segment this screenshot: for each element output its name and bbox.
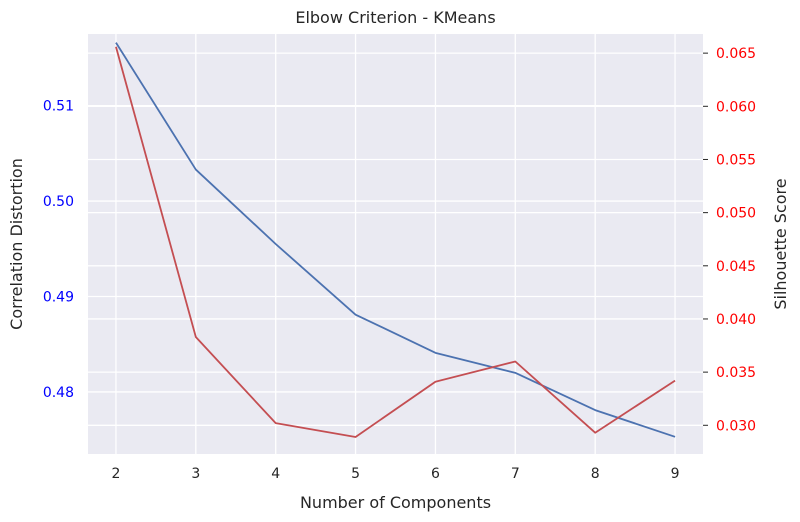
chart-title: Elbow Criterion - KMeans bbox=[295, 8, 495, 27]
right-y-tick-label: 0.065 bbox=[716, 46, 756, 62]
right-y-tick-label: 0.050 bbox=[716, 206, 756, 222]
x-tick-label: 3 bbox=[191, 466, 200, 482]
left-y-tick-label: 0.50 bbox=[43, 194, 74, 210]
left-y-tick-label: 0.51 bbox=[43, 99, 74, 115]
right-y-axis-label: Silhouette Score bbox=[771, 178, 790, 309]
grid bbox=[88, 34, 703, 454]
right-y-tick-label: 0.040 bbox=[716, 312, 756, 328]
x-tick-label: 8 bbox=[591, 466, 600, 482]
left-y-tick-label: 0.48 bbox=[43, 385, 74, 401]
x-tick-label: 7 bbox=[511, 466, 520, 482]
x-tick-label: 5 bbox=[351, 466, 360, 482]
left-y-axis-label: Correlation Distortion bbox=[7, 158, 26, 330]
x-tick-label: 6 bbox=[431, 466, 440, 482]
left-y-tick-label: 0.49 bbox=[43, 290, 74, 306]
right-y-tick-label: 0.055 bbox=[716, 152, 756, 168]
series-lines bbox=[115, 42, 676, 438]
right-y-tick-label: 0.060 bbox=[716, 99, 756, 115]
right-y-tick-label: 0.030 bbox=[716, 418, 756, 434]
ticks: 2 3 4 5 6 7 8 9 0.48 0.49 0.50 0.51 0.030 0.035 0.040 0… bbox=[43, 46, 756, 482]
x-axis-label: Number of Components bbox=[300, 493, 491, 512]
silhouette-score-line bbox=[115, 46, 676, 438]
plot-area bbox=[88, 34, 703, 454]
right-y-tick-label: 0.045 bbox=[716, 259, 756, 275]
right-y-tick-label: 0.035 bbox=[716, 365, 756, 381]
x-tick-label: 9 bbox=[671, 466, 680, 482]
x-tick-label: 2 bbox=[111, 466, 120, 482]
x-tick-label: 4 bbox=[271, 466, 280, 482]
correlation-distortion-line bbox=[115, 42, 676, 438]
